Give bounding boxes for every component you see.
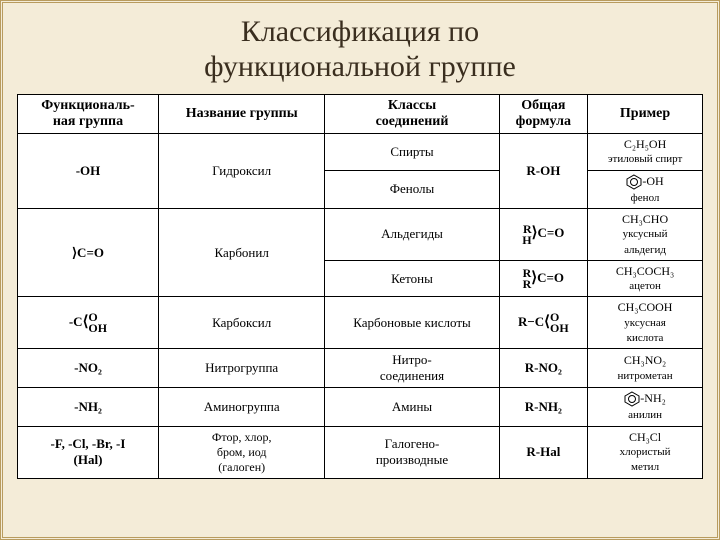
ex-ch3cl-formula: CH₃Cl — [629, 430, 661, 444]
ex-aniline-nh2: -NH₂ — [640, 391, 666, 405]
table-row: -NH₂ Аминогруппа Амины R-NH₂ -NH₂ анилин — [18, 388, 703, 426]
ex-phenol: -OH фенол — [588, 170, 703, 208]
name-nitro: Нитрогруппа — [158, 349, 324, 388]
formula-rcooh: R−C⟨OOH — [499, 297, 588, 349]
formula-rhco: RH⟩C=O — [499, 209, 588, 261]
th-general-formula: Общаяформула — [499, 95, 588, 134]
ex-acetic: CH₃COOH уксусная кислота — [588, 297, 703, 349]
ex-nitromethane: CH₃NO₂ нитрометан — [588, 349, 703, 388]
formula-roh: R-OH — [499, 134, 588, 209]
ex-acet-formula: CH₃CHO — [622, 212, 668, 226]
formula-rrco: RR⟩C=O — [499, 260, 588, 297]
class-halo: Галогено-производные — [325, 426, 499, 478]
fg-oh: -OH — [18, 134, 159, 209]
class-carboxylic: Карбоновые кислоты — [325, 297, 499, 349]
ex-nitro-formula: CH₃NO₂ — [624, 353, 666, 367]
ex-ethanol-name: этиловый спирт — [608, 153, 682, 165]
slide-title: Классификация по функциональной группе — [17, 15, 703, 84]
title-line-1: Классификация по — [241, 15, 479, 48]
table-row: -C⟨OOH Карбоксил Карбоновые кислоты R−C⟨… — [18, 297, 703, 349]
name-carboxyl: Карбоксил — [158, 297, 324, 349]
ex-acetic-formula: CH₃COOH — [618, 300, 673, 314]
name-hydroxyl: Гидроксил — [158, 134, 324, 209]
name-halogen: Фтор, хлор,бром, иод(галоген) — [158, 426, 324, 478]
fg-no2: -NO₂ — [18, 349, 159, 388]
class-ketones: Кетоны — [325, 260, 499, 297]
fg-co: ⟩C=O — [18, 209, 159, 297]
class-aldehydes: Альдегиды — [325, 209, 499, 261]
table-row: -OH Гидроксил Спирты R-OH C₂H₅OH этиловы… — [18, 134, 703, 171]
formula-rhal: R-Hal — [499, 426, 588, 478]
classification-table: Функциональ-ная группа Название группы К… — [17, 94, 703, 479]
formula-rnh2: R-NH₂ — [499, 388, 588, 426]
name-amino: Аминогруппа — [158, 388, 324, 426]
ex-phenol-name: фенол — [631, 192, 660, 204]
th-functional-group: Функциональ-ная группа — [18, 95, 159, 134]
ex-acetone: CH₃COCH₃ ацетон — [588, 260, 703, 297]
table-header-row: Функциональ-ная группа Название группы К… — [18, 95, 703, 134]
table-row: -NO₂ Нитрогруппа Нитро-соединения R-NO₂ … — [18, 349, 703, 388]
th-group-name: Название группы — [158, 95, 324, 134]
fg-hal: -F, -Cl, -Br, -I(Hal) — [18, 426, 159, 478]
table-row: ⟩C=O Карбонил Альдегиды RH⟩C=O CH₃CHO ук… — [18, 209, 703, 261]
benzene-icon — [626, 174, 642, 190]
ex-ethanol: C₂H₅OH этиловый спирт — [588, 134, 703, 171]
class-phenols: Фенолы — [325, 170, 499, 208]
benzene-icon — [624, 391, 640, 407]
ex-aniline: -NH₂ анилин — [588, 388, 703, 426]
ex-ethanol-formula: C₂H₅OH — [624, 137, 666, 151]
ex-acetaldehyde: CH₃CHO уксусный альдегид — [588, 209, 703, 261]
class-alcohols: Спирты — [325, 134, 499, 171]
fg-cooh: -C⟨OOH — [18, 297, 159, 349]
table-row: -F, -Cl, -Br, -I(Hal) Фтор, хлор,бром, и… — [18, 426, 703, 478]
ex-aniline-name: анилин — [628, 409, 662, 421]
ex-phenol-oh: -OH — [642, 174, 663, 188]
class-nitro: Нитро-соединения — [325, 349, 499, 388]
ex-nitro-name: нитрометан — [618, 370, 673, 382]
th-example: Пример — [588, 95, 703, 134]
title-line-2: функциональной группе — [204, 50, 516, 83]
class-amines: Амины — [325, 388, 499, 426]
ex-acetone-name: ацетон — [629, 280, 661, 292]
formula-rno2: R-NO₂ — [499, 349, 588, 388]
fg-nh2: -NH₂ — [18, 388, 159, 426]
ex-acetone-formula: CH₃COCH₃ — [616, 264, 674, 278]
th-compound-class: Классысоединений — [325, 95, 499, 134]
ex-ch3cl: CH₃Cl хлористый метил — [588, 426, 703, 478]
name-carbonyl: Карбонил — [158, 209, 324, 297]
slide-container: Классификация по функциональной группе Ф… — [0, 0, 720, 540]
